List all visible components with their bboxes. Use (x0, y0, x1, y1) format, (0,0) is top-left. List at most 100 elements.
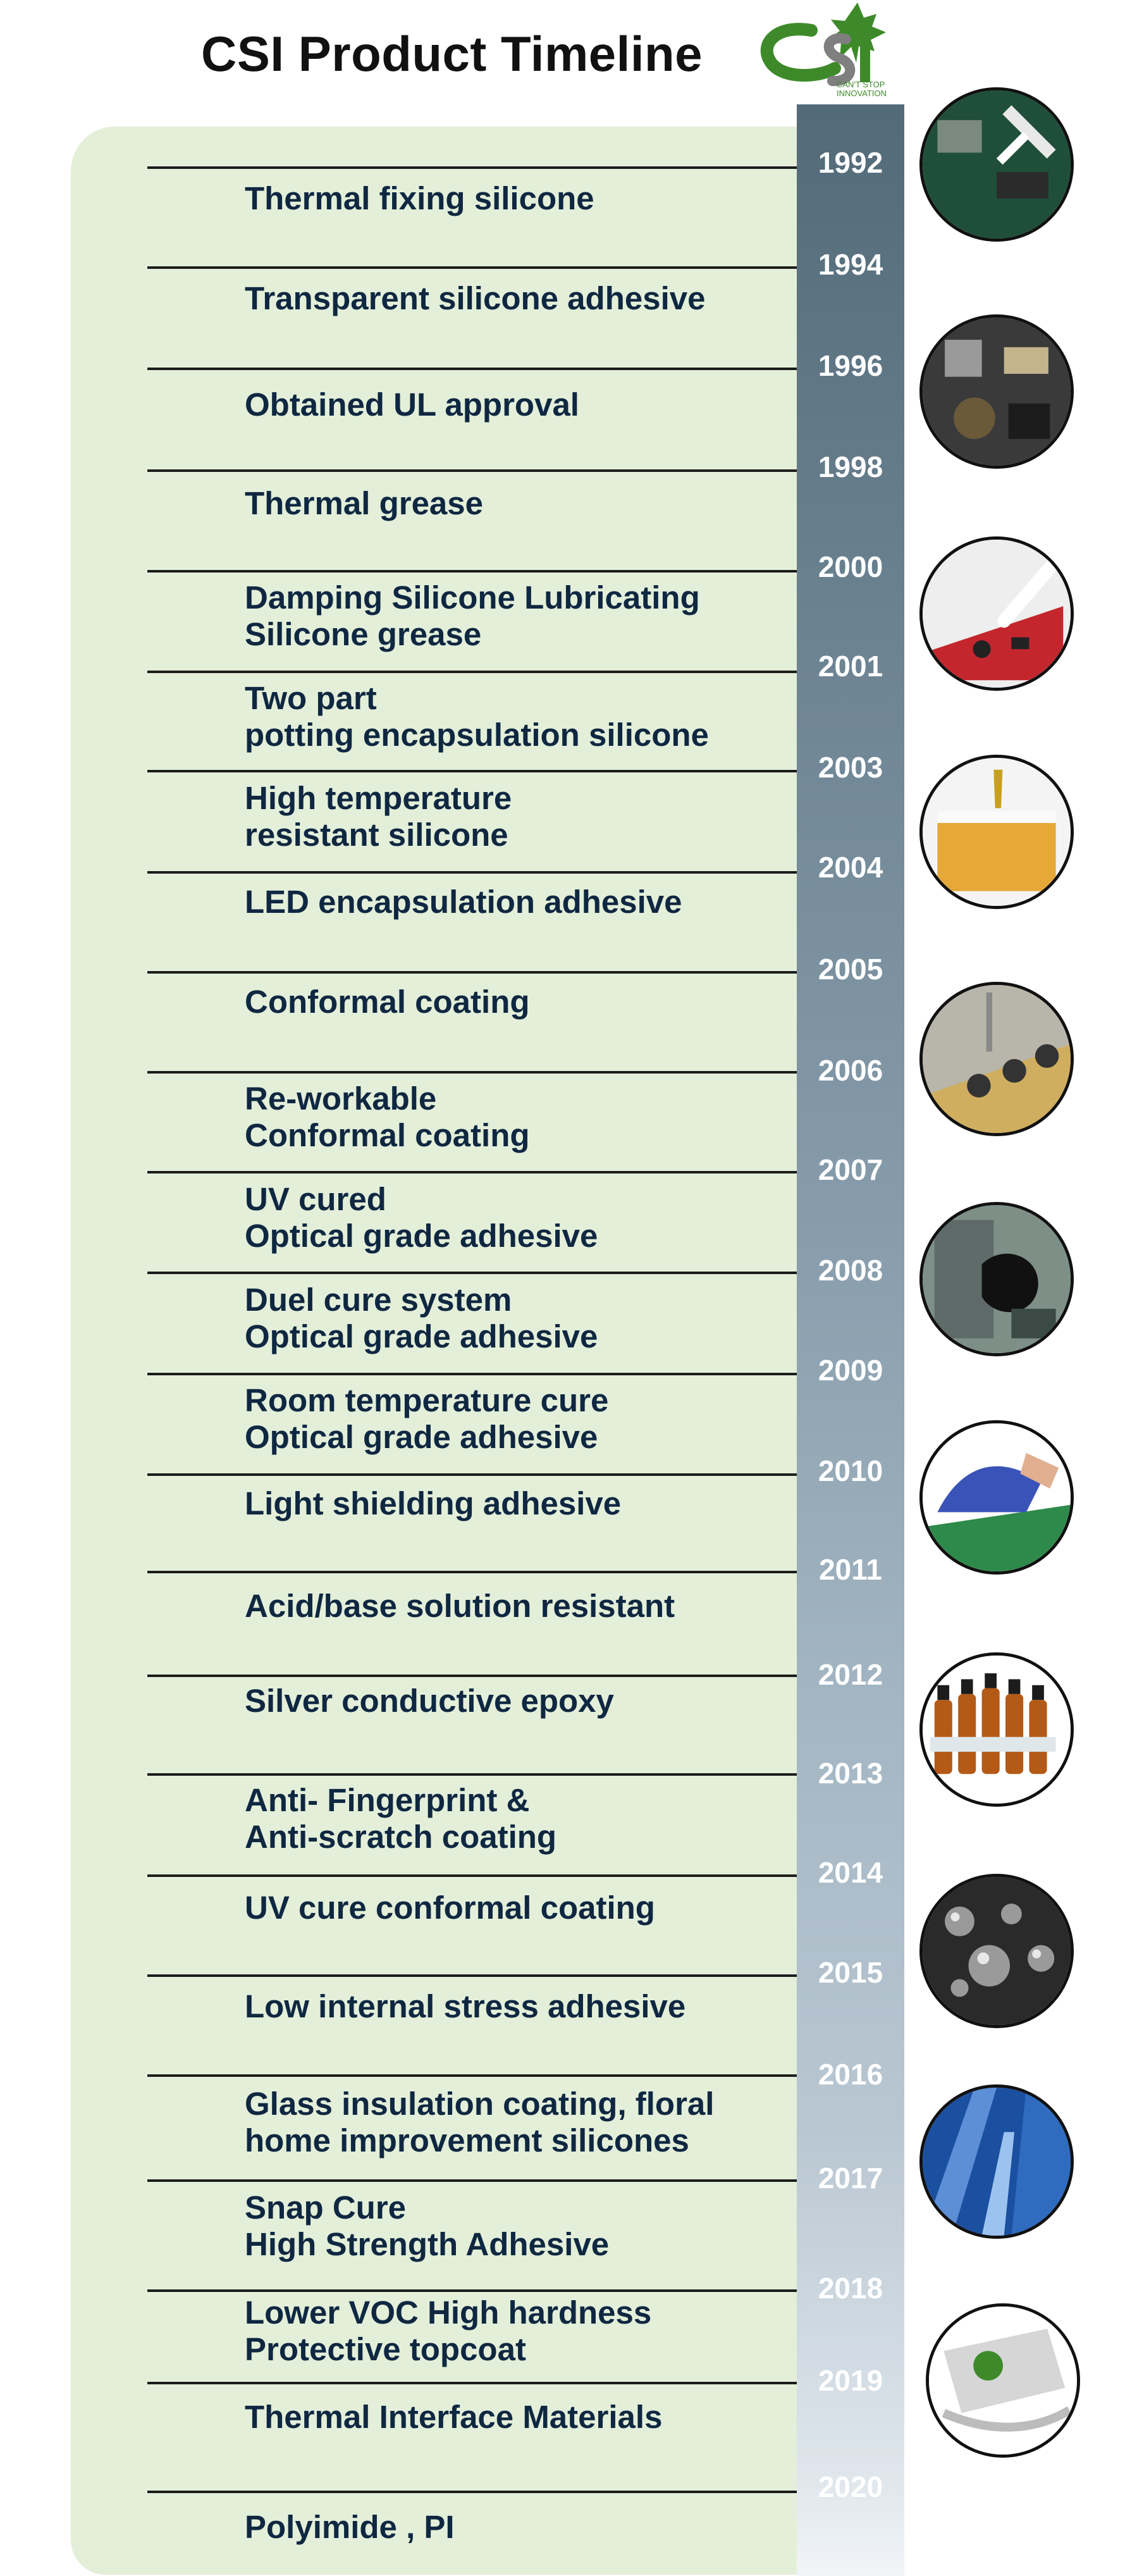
milestone-line: LED encapsulation adhesive (245, 884, 682, 920)
milestone-line: Optical grade adhesive (245, 1419, 598, 1455)
pi-film-roll-photo (926, 2303, 1080, 2458)
milestone-line: High Strength Adhesive (245, 2226, 610, 2262)
year-bar (797, 104, 904, 2576)
milestone-line: Thermal fixing silicone (245, 180, 594, 216)
timeline-divider (147, 871, 797, 874)
milestone-text: Room temperature cure Optical grade adhes… (245, 1382, 608, 1456)
year-label: 2010 (818, 1454, 883, 1487)
timeline-divider (147, 1473, 797, 1476)
year-label: 2012 (818, 1658, 883, 1691)
timeline-divider (147, 1874, 797, 1877)
year-label: 2015 (818, 1956, 883, 1989)
milestone-line: Obtained UL approval (245, 387, 579, 423)
timeline-divider (147, 166, 797, 169)
milestone-line: Silicone grease (245, 616, 482, 652)
milestone-line: Thermal Interface Materials (245, 2399, 663, 2435)
circuit-board-dispensing-photo (919, 87, 1074, 242)
timeline-divider (147, 2382, 797, 2384)
milestone-line: Damping Silicone Lubricating (245, 579, 700, 616)
milestone-text: Polyimide , PI (245, 2509, 455, 2546)
milestone-line: UV cure conformal coating (245, 1890, 655, 1926)
milestone-text: Thermal Interface Materials (245, 2399, 662, 2436)
amber-resin-potting-photo (919, 755, 1074, 909)
year-label: 2007 (818, 1153, 883, 1186)
milestone-text: Obtained UL approval (245, 387, 579, 423)
milestone-text: Thermal grease (245, 485, 483, 522)
blue-glove-board-photo (919, 1420, 1074, 1575)
milestone-line: Room temperature cure (245, 1382, 609, 1418)
timeline-panel (71, 127, 798, 2575)
timeline-divider (147, 2179, 797, 2182)
milestone-text: Lower VOC High hardness Protective topcoa… (245, 2294, 651, 2368)
timeline-divider (147, 2491, 797, 2493)
timeline-divider (147, 266, 797, 269)
milestone-line: Polyimide , PI (245, 2509, 455, 2545)
year-label: 2013 (818, 1757, 883, 1790)
milestone-line: High temperature (245, 780, 512, 816)
milestone-line: Thermal grease (245, 485, 484, 521)
year-label: 2003 (818, 751, 883, 784)
milestone-line: Transparent silicone adhesive (245, 280, 706, 316)
water-droplets-photo (919, 1874, 1074, 2028)
led-dispensing-photo (919, 982, 1074, 1136)
year-label: 1994 (818, 248, 883, 281)
timeline-divider (147, 770, 797, 772)
milestone-line: Two part (245, 680, 377, 716)
timeline-divider (147, 1773, 797, 1776)
timeline-divider (147, 1071, 797, 1074)
milestone-line: Glass insulation coating, floral (245, 2086, 715, 2122)
year-label: 2020 (818, 2470, 883, 2503)
timeline-divider (147, 1974, 797, 1977)
year-label: 2014 (818, 1856, 883, 1889)
year-label: 2009 (818, 1354, 883, 1387)
electronic-components-photo (919, 314, 1074, 469)
milestone-text: Damping Silicone Lubricating Silicone gre… (245, 579, 700, 653)
milestone-line: Protective topcoat (245, 2331, 526, 2367)
timeline-divider (147, 570, 797, 573)
milestone-line: Optical grade adhesive (245, 1218, 598, 1254)
milestone-line: Light shielding adhesive (245, 1485, 622, 1521)
year-label: 1992 (818, 146, 883, 179)
milestone-text: Duel cure system Optical grade adhesive (245, 1282, 598, 1355)
timeline-divider (147, 971, 797, 974)
timeline-divider (147, 2074, 797, 2077)
milestone-text: Anti- Fingerprint & Anti-scratch coating (245, 1782, 556, 1855)
milestone-line: Duel cure system (245, 1282, 512, 1318)
page-title: CSI Product Timeline (201, 26, 703, 82)
milestone-line: Lower VOC High hardness (245, 2294, 652, 2331)
year-label: 2006 (818, 1054, 883, 1087)
timeline-divider (147, 1571, 797, 1573)
red-pcb-syringe-photo (919, 536, 1074, 691)
milestone-line: Anti- Fingerprint & (245, 1782, 530, 1818)
milestone-line: Silver conductive epoxy (245, 1683, 614, 1719)
year-label: 2019 (818, 2364, 883, 2397)
timeline-divider (147, 1373, 797, 1375)
milestone-text: Re-workable Conformal coating (245, 1081, 530, 1154)
milestone-line: Conformal coating (245, 1117, 530, 1153)
year-label: 2005 (818, 953, 883, 986)
milestone-line: potting encapsulation silicone (245, 717, 709, 753)
timeline-divider (147, 469, 797, 472)
milestone-line: Snap Cure (245, 2189, 407, 2226)
timeline-divider (147, 1272, 797, 1274)
timeline-divider (147, 2289, 797, 2292)
timeline-divider (147, 1171, 797, 1173)
year-label: 2004 (818, 851, 883, 884)
amber-bottles-photo (919, 1652, 1074, 1807)
milestone-text: UV cured Optical grade adhesive (245, 1181, 598, 1254)
milestone-line: Acid/base solution resistant (245, 1588, 675, 1624)
timeline-divider (147, 671, 797, 673)
logo-tagline-1: CAN'T STOP (837, 80, 885, 89)
year-label: 2008 (818, 1254, 883, 1287)
milestone-line: home improvement silicones (245, 2122, 689, 2158)
black-encapsulant-board-photo (919, 1202, 1074, 1356)
milestone-line: Re-workable (245, 1081, 437, 1117)
milestone-line: Anti-scratch coating (245, 1819, 557, 1855)
csi-logo: CAN'T STOP INNOVATION (760, 3, 887, 98)
milestone-line: UV cured (245, 1181, 386, 1217)
milestone-text: Two part potting encapsulation silicone (245, 680, 709, 753)
glass-skyscraper-photo (919, 2084, 1074, 2239)
milestone-line: resistant silicone (245, 817, 508, 853)
milestone-text: Light shielding adhesive (245, 1485, 621, 1522)
year-label: 2001 (818, 650, 883, 683)
